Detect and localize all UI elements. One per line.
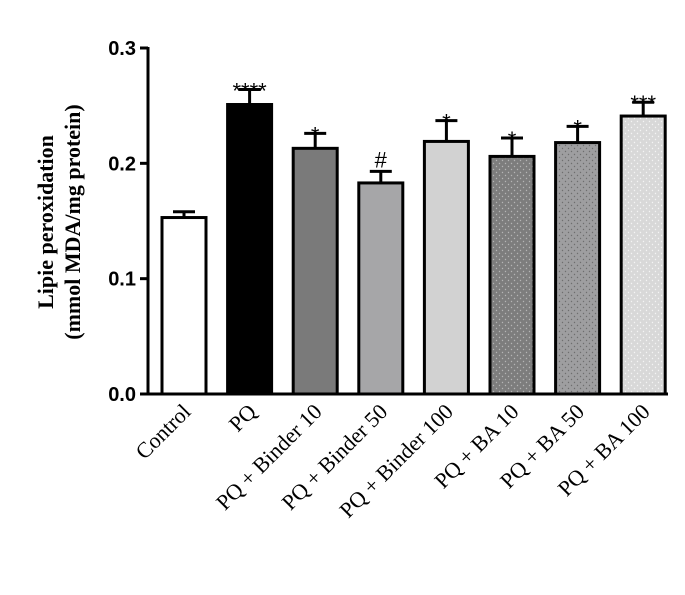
y-tick-label: 0.0: [108, 384, 136, 406]
bar: [488, 154, 536, 396]
y-tick-label: 0.2: [108, 153, 136, 175]
x-tick-label: PQ + Binder 100: [334, 399, 458, 523]
bar: [554, 141, 602, 396]
y-axis-label-line2: (mmol MDA/mg protein): [60, 104, 85, 339]
significance-label: ****: [232, 79, 267, 104]
bars: *****#** ****: [160, 79, 667, 396]
significance-label: ***: [630, 91, 656, 116]
significance-label: *: [442, 110, 451, 135]
bar: [619, 114, 667, 396]
bar: [291, 146, 339, 396]
bar: [357, 181, 405, 396]
significance-label: *: [508, 127, 517, 152]
x-tick-label: PQ: [224, 399, 262, 437]
y-tick-label: 0.1: [108, 269, 136, 291]
y-tick-label: 0.3: [108, 38, 136, 60]
bar: [160, 216, 208, 396]
significance-label: #: [375, 147, 388, 172]
x-tick-label: Control: [130, 399, 195, 464]
bar: [226, 103, 274, 396]
significance-label: *: [311, 122, 320, 147]
bar: [422, 139, 470, 396]
significance-label: *: [573, 115, 582, 140]
y-axis-label-line1: Lipie peroxidation: [33, 135, 58, 309]
y-axis-label: Lipie peroxidation (mmol MDA/mg protein): [33, 104, 85, 339]
